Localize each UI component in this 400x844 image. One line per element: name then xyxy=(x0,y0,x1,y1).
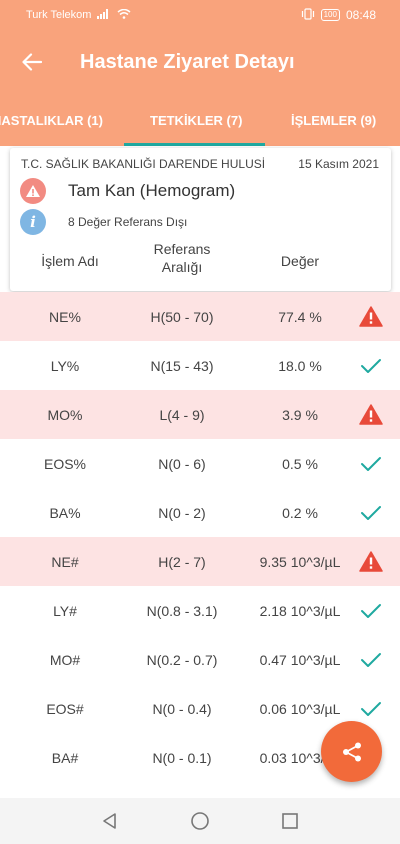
result-range: N(15 - 43) xyxy=(150,357,214,374)
result-value: 0.2 % xyxy=(282,504,318,521)
result-range: L(4 - 9) xyxy=(159,406,205,423)
result-range: N(0 - 6) xyxy=(158,455,206,472)
result-row[interactable]: LY% N(15 - 43) 18.0 % xyxy=(0,341,400,390)
circle-home-icon xyxy=(191,812,209,830)
result-range: N(0.8 - 3.1) xyxy=(146,602,218,619)
warning-triangle-icon xyxy=(356,292,386,341)
check-icon xyxy=(356,341,386,390)
column-header-range: Referans Aralığı xyxy=(122,240,242,276)
status-right: 100 08:48 xyxy=(301,7,376,23)
result-range: N(0 - 0.1) xyxy=(152,749,212,766)
result-row[interactable]: LY# N(0.8 - 3.1) 2.18 10^3/µL xyxy=(0,586,400,635)
result-name: MO% xyxy=(47,406,83,423)
signal-icon xyxy=(97,8,111,22)
warning-triangle-icon xyxy=(356,390,386,439)
result-range: N(0 - 2) xyxy=(158,504,206,521)
result-range: H(50 - 70) xyxy=(150,308,214,325)
check-icon xyxy=(356,439,386,488)
result-range: H(2 - 7) xyxy=(158,553,206,570)
back-button[interactable] xyxy=(20,50,44,74)
result-value: 0.5 % xyxy=(282,455,318,472)
info-row: i 8 Değer Referans Dışı xyxy=(20,209,391,235)
check-icon xyxy=(356,488,386,537)
nav-recents-button[interactable] xyxy=(279,810,301,832)
arrow-left-icon xyxy=(22,53,42,71)
info-icon: i xyxy=(20,209,46,235)
card-header: T.C. SAĞLIK BAKANLIĞI DARENDE HULUSİ 15 … xyxy=(10,148,391,171)
result-name: EOS% xyxy=(43,455,86,472)
result-row[interactable]: EOS# N(0 - 0.4) 0.06 10^3/µL xyxy=(0,684,400,733)
square-recents-icon xyxy=(282,813,298,829)
result-row[interactable]: NE% H(50 - 70) 77.4 % xyxy=(0,292,400,341)
check-icon xyxy=(356,684,386,733)
result-value: 2.18 10^3/µL xyxy=(259,602,341,619)
tab-tetkikler[interactable]: TETKİKLER (7) xyxy=(150,112,243,128)
hospital-name: T.C. SAĞLIK BAKANLIĞI DARENDE HULUSİ xyxy=(21,157,266,171)
status-bar: Turk Telekom 100 08:48 xyxy=(0,0,400,30)
result-value: 77.4 % xyxy=(278,308,322,325)
results-list: NE% H(50 - 70) 77.4 % LY% N(15 - 43) 18.0 % MO… xyxy=(0,292,400,782)
system-nav-bar xyxy=(0,798,400,844)
column-header-value: Değer xyxy=(280,253,320,269)
test-summary-card: T.C. SAĞLIK BAKANLIĞI DARENDE HULUSİ 15 … xyxy=(10,148,391,291)
clock: 08:48 xyxy=(345,8,376,22)
result-row[interactable]: BA% N(0 - 2) 0.2 % xyxy=(0,488,400,537)
result-value: 0.06 10^3/µL xyxy=(259,700,341,717)
share-button[interactable] xyxy=(321,721,382,782)
result-name: MO# xyxy=(49,651,81,668)
result-value: 0.03 10^3/µL xyxy=(259,749,341,766)
result-row[interactable]: MO% L(4 - 9) 3.9 % xyxy=(0,390,400,439)
result-name: LY# xyxy=(53,602,77,619)
result-value: 18.0 % xyxy=(278,357,322,374)
result-range: N(0.2 - 0.7) xyxy=(146,651,218,668)
out-of-range-count: 8 Değer Referans Dışı xyxy=(68,215,188,229)
result-name: LY% xyxy=(50,357,80,374)
test-name: Tam Kan (Hemogram) xyxy=(68,181,236,200)
result-name: NE% xyxy=(49,308,81,325)
result-value: 9.35 10^3/µL xyxy=(259,553,341,570)
share-icon xyxy=(342,742,361,761)
visit-date: 15 Kasım 2021 xyxy=(298,157,379,171)
app-bar: Hastane Ziyaret Detayı xyxy=(0,30,400,94)
nav-home-button[interactable] xyxy=(189,810,211,832)
result-row[interactable]: MO# N(0.2 - 0.7) 0.47 10^3/µL xyxy=(0,635,400,684)
tab-islemler[interactable]: İŞLEMLER (9) xyxy=(291,112,377,128)
result-name: BA# xyxy=(51,749,79,766)
result-range: N(0 - 0.4) xyxy=(152,700,212,717)
tab-hastaliklar[interactable]: HASTALIKLAR (1) xyxy=(0,112,103,128)
result-name: EOS# xyxy=(46,700,84,717)
check-icon xyxy=(356,635,386,684)
nav-back-button[interactable] xyxy=(99,810,121,832)
result-row[interactable]: EOS% N(0 - 6) 0.5 % xyxy=(0,439,400,488)
page-title: Hastane Ziyaret Detayı xyxy=(80,50,295,73)
status-left: Turk Telekom xyxy=(26,8,131,22)
column-header-range-text: Referans Aralığı xyxy=(153,241,211,275)
result-name: BA% xyxy=(49,504,81,521)
carrier-label: Turk Telekom xyxy=(26,9,92,21)
result-row[interactable]: NE# H(2 - 7) 9.35 10^3/µL xyxy=(0,537,400,586)
result-name: NE# xyxy=(51,553,79,570)
check-icon xyxy=(356,586,386,635)
warning-circle-icon xyxy=(20,178,46,204)
triangle-back-icon xyxy=(103,813,116,829)
battery-icon: 100 xyxy=(320,9,340,21)
column-header-name: İşlem Adı xyxy=(41,253,99,269)
warning-triangle-icon xyxy=(356,537,386,586)
result-value: 3.9 % xyxy=(282,406,318,423)
vibrate-icon xyxy=(301,7,315,23)
tab-bar: HASTALIKLAR (1) TETKİKLER (7) İŞLEMLER (… xyxy=(0,94,400,146)
tab-indicator xyxy=(124,143,265,146)
result-value: 0.47 10^3/µL xyxy=(259,651,341,668)
svg-text:i: i xyxy=(30,214,36,230)
test-name-row: Tam Kan (Hemogram) xyxy=(20,178,391,204)
column-headers: İşlem Adı Referans Aralığı Değer xyxy=(10,240,391,282)
wifi-icon xyxy=(117,8,131,22)
